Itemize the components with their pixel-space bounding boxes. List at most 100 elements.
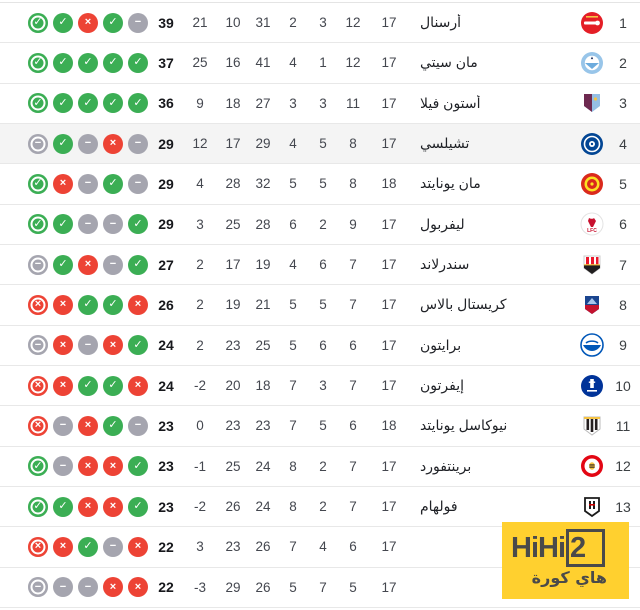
- team-badge-brentford-icon[interactable]: [580, 454, 604, 478]
- position-number: 5: [619, 175, 627, 192]
- team-name[interactable]: ليفربول: [420, 215, 465, 232]
- team-badge-everton-icon[interactable]: [580, 374, 604, 398]
- stat-goals-against: 17: [225, 136, 241, 152]
- table-row[interactable]: × − × ✓ −23 0 23 23 7 5 6 18 نيوكاسل يونايتد 11: [0, 406, 640, 447]
- team-name[interactable]: إيفرتون: [420, 377, 465, 394]
- stat-goals-for: 28: [255, 216, 271, 232]
- stat-goal-diff: -1: [193, 458, 206, 474]
- stat-draws: 5: [319, 418, 327, 434]
- team-name[interactable]: برينتفورد: [420, 457, 472, 474]
- stat-wins: 7: [349, 378, 357, 394]
- form-loss-icon: ×: [78, 12, 98, 33]
- stat-losses: 6: [289, 216, 297, 232]
- stat-losses: 8: [289, 458, 297, 474]
- table-row[interactable]: − ✓ × − ✓ 27 2 17 19 4 6 7 17 سندرلاند 7: [0, 244, 640, 286]
- form-guide: ✓ ✓ × × ✓: [0, 496, 150, 517]
- table-row[interactable]: ✓ ✓ ✓ ✓ ✓ 36 9 18 27 3 3 11 17 أستون فيلا 3: [0, 83, 640, 124]
- table-row[interactable]: ✓ × − ✓ −29 4 28 32 5 5 8 18 مان يونايتد 5: [0, 164, 640, 205]
- team-badge-newcastle-icon[interactable]: [580, 414, 604, 438]
- team-badge-manutd-icon[interactable]: [580, 172, 604, 196]
- form-loss-icon: ×: [53, 173, 73, 194]
- stat-points: 22: [158, 579, 174, 596]
- form-draw-icon: −: [78, 577, 98, 598]
- stat-wins: 7: [349, 458, 357, 474]
- form-loss-icon: ×: [78, 415, 98, 436]
- stat-goals-against: 29: [225, 579, 241, 595]
- form-draw-icon: −: [128, 173, 148, 194]
- table-row[interactable]: − ✓ − × −29 12 17 29 4 5 8 17 تشيلسي 4: [0, 123, 640, 165]
- team-badge-chelsea-icon[interactable]: [580, 132, 604, 156]
- stat-goals-for: 19: [255, 257, 271, 273]
- form-draw-icon: −: [128, 133, 148, 154]
- table-row[interactable]: ✓ − × × ✓ 23 -1 25 24 8 2 7 17 برينتفورد 12: [0, 446, 640, 487]
- team-name[interactable]: أرسنال: [420, 14, 462, 31]
- team-name[interactable]: نيوكاسل يونايتد: [420, 417, 508, 434]
- form-win-icon: ✓: [53, 496, 73, 517]
- table-row[interactable]: ✓ ✓ − − ✓ 29 3 25 28 6 2 9 17 ليفربول LFC 6: [0, 204, 640, 245]
- team-badge-arsenal-icon[interactable]: [580, 11, 604, 35]
- stat-draws: 2: [319, 499, 327, 515]
- table-row[interactable]: − × − × ✓ 24 2 23 25 5 6 6 17 برايتون 9: [0, 325, 640, 366]
- team-name[interactable]: فولهام: [420, 498, 458, 515]
- form-guide: − − − × ×: [0, 577, 150, 598]
- table-row[interactable]: × × ✓ ✓ × 26 2 19 21 5 5 7 17 كريستال بالاس 8: [0, 285, 640, 326]
- team-badge-mancity-icon[interactable]: [580, 51, 604, 75]
- team-badge-sunderland-icon[interactable]: [580, 253, 604, 277]
- form-win-icon: ✓: [53, 254, 73, 275]
- form-win-icon: ✓: [103, 12, 123, 33]
- stat-played: 17: [381, 378, 397, 394]
- stat-played: 17: [381, 337, 397, 353]
- team-badge-brighton-icon[interactable]: [580, 333, 604, 358]
- team-badge-liverpool-icon[interactable]: LFC: [580, 212, 604, 236]
- stat-wins: 7: [349, 499, 357, 515]
- watermark-logo: HiHi 2: [502, 522, 629, 567]
- stat-draws: 2: [319, 458, 327, 474]
- stat-draws: 3: [319, 15, 327, 31]
- table-row[interactable]: ✓ ✓ × ✓ −39 21 10 31 2 3 12 17 أرسنال 1: [0, 3, 640, 44]
- team-name[interactable]: تشيلسي: [420, 135, 470, 152]
- team-name[interactable]: مان سيتي: [420, 54, 478, 71]
- form-draw-icon: −: [128, 415, 148, 436]
- stat-draws: 7: [319, 579, 327, 595]
- team-badge-crystalpalace-icon[interactable]: [580, 293, 604, 317]
- table-row[interactable]: × × ✓ ✓ × 24 -2 20 18 7 3 7 17 إيفرتون 10: [0, 365, 640, 407]
- team-badge-astonvilla-icon[interactable]: [580, 91, 604, 115]
- stat-goals-for: 26: [255, 539, 271, 555]
- position-number: 3: [619, 95, 627, 112]
- form-draw-icon: −: [53, 577, 73, 598]
- stat-played: 18: [381, 418, 397, 434]
- table-row[interactable]: ✓ ✓ ✓ ✓ ✓ 37 25 16 41 4 1 12 17 مان سيتي 2: [0, 43, 640, 84]
- stat-losses: 2: [289, 15, 297, 31]
- form-win-icon: ✓: [103, 173, 123, 194]
- stat-points: 37: [158, 54, 174, 71]
- stat-goal-diff: 12: [192, 136, 208, 152]
- form-win-icon: ✓: [28, 93, 48, 114]
- stat-goal-diff: 2: [196, 257, 204, 273]
- stat-goal-diff: 0: [196, 418, 204, 434]
- form-win-icon: ✓: [78, 93, 98, 114]
- form-draw-icon: −: [103, 214, 123, 235]
- team-name[interactable]: سندرلاند: [420, 256, 470, 273]
- form-win-icon: ✓: [103, 415, 123, 436]
- stat-losses: 8: [289, 499, 297, 515]
- table-row[interactable]: ✓ ✓ × × ✓ 23 -2 26 24 8 2 7 17 فولهام 13: [0, 486, 640, 528]
- stat-points: 23: [158, 417, 174, 434]
- team-name[interactable]: أستون فيلا: [420, 94, 481, 111]
- stat-goals-against: 20: [225, 378, 241, 394]
- form-loss-icon: ×: [53, 375, 73, 396]
- stat-points: 23: [158, 458, 174, 475]
- team-name[interactable]: كريستال بالاس: [420, 296, 507, 313]
- stat-draws: 6: [319, 257, 327, 273]
- form-win-icon: ✓: [28, 214, 48, 235]
- form-win-icon: ✓: [78, 52, 98, 73]
- stat-goal-diff: 25: [192, 55, 208, 71]
- stat-wins: 12: [345, 15, 361, 31]
- team-name[interactable]: مان يونايتد: [420, 175, 481, 192]
- form-loss-icon: ×: [103, 577, 123, 598]
- form-draw-icon: −: [28, 254, 48, 275]
- form-loss-icon: ×: [78, 456, 98, 477]
- team-badge-fulham-icon[interactable]: [580, 495, 604, 519]
- stat-wins: 6: [349, 539, 357, 555]
- team-name[interactable]: برايتون: [420, 336, 462, 353]
- position-number: 8: [619, 296, 627, 313]
